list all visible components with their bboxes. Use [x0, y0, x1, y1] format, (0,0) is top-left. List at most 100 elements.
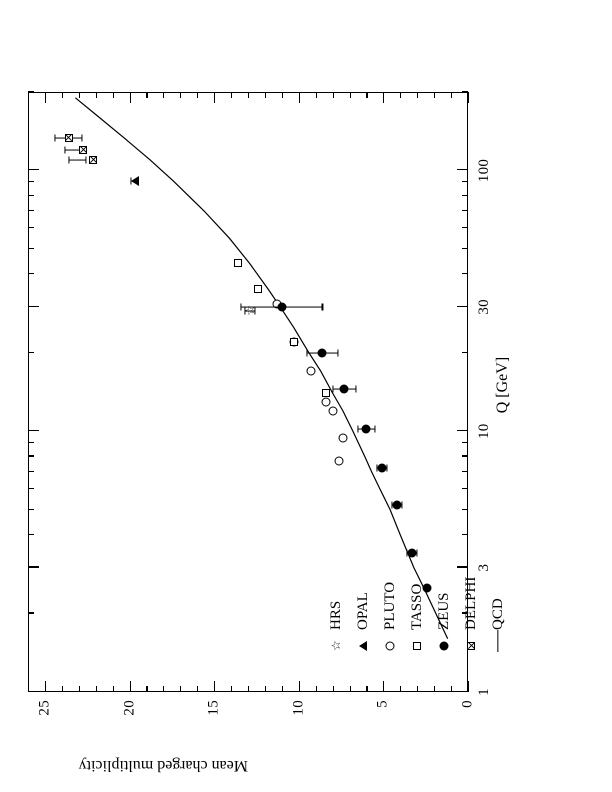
x-axis-tick: [457, 169, 468, 171]
x-axis-tick: [462, 488, 468, 490]
y-axis-tick: [434, 92, 436, 98]
line-sample: [497, 630, 499, 652]
y-axis-tick: [400, 686, 402, 692]
y-axis-tick: [197, 686, 199, 692]
data-point-delphi: [79, 145, 88, 154]
data-point-zeus: [277, 302, 287, 312]
x-axis-tick: [462, 442, 468, 444]
y-tick-label: 15: [205, 700, 222, 716]
y-axis-tick: [129, 92, 131, 103]
data-point-tasso: [233, 259, 242, 268]
x-axis-tick: [462, 470, 468, 472]
x-axis-tick: [28, 690, 39, 692]
legend-label: OPAL: [355, 592, 371, 630]
y-axis-tick: [383, 92, 385, 103]
y-axis-tick: [95, 686, 97, 692]
data-point-zeus: [361, 424, 371, 434]
data-point-zeus: [317, 348, 327, 358]
x-axis-tick: [28, 209, 34, 211]
error-bar-cap: [306, 349, 308, 357]
x-axis-tick: [462, 273, 468, 275]
y-tick-label: 20: [121, 700, 138, 716]
line-marker-icon: [492, 630, 504, 652]
data-point-pluto: [334, 456, 344, 466]
x-axis-tick: [28, 351, 34, 353]
y-axis-tick: [468, 92, 470, 103]
x-axis-tick: [28, 181, 34, 183]
y-axis-tick: [180, 686, 182, 692]
y-tick-label: 25: [36, 700, 53, 716]
legend-label: QCD: [490, 598, 506, 630]
x-axis-tick: [28, 273, 34, 275]
y-axis-tick: [383, 681, 385, 692]
y-axis-tick: [417, 92, 419, 98]
data-point-tasso: [321, 389, 330, 398]
error-bar-cap: [321, 303, 323, 311]
y-axis-tick: [332, 92, 334, 98]
y-axis-tick: [248, 686, 250, 692]
x-axis-tick: [457, 690, 468, 692]
y-axis-tick: [417, 686, 419, 692]
y-tick-label: 10: [290, 700, 307, 716]
y-axis-tick: [61, 686, 63, 692]
data-point-delphi: [89, 155, 98, 164]
x-axis-tick: [28, 169, 39, 171]
y-axis-tick: [264, 686, 267, 692]
y-axis-tick: [248, 92, 250, 98]
x-axis-title: Q [GeV]: [494, 356, 511, 414]
y-axis-tick: [298, 92, 300, 103]
y-axis-tick: [163, 92, 165, 98]
x-axis-tick: [457, 305, 468, 307]
y-axis-tick: [231, 92, 233, 98]
data-point-zeus: [407, 548, 417, 558]
y-axis-tick: [264, 92, 267, 98]
x-axis-tick: [28, 194, 34, 196]
y-axis-tick: [95, 92, 97, 98]
y-axis-tick: [281, 92, 283, 98]
x-axis-tick: [462, 351, 468, 353]
x-axis-tick: [28, 455, 34, 457]
legend-label: ZEUS: [436, 592, 452, 631]
x-axis-tick: [28, 508, 34, 510]
y-axis-tick: [281, 686, 283, 692]
x-axis-tick: [28, 488, 34, 490]
data-point-delphi: [64, 134, 73, 143]
qcd-curve-line: [74, 97, 449, 640]
y-axis-tick: [451, 686, 453, 692]
y-axis-tick: [78, 92, 80, 98]
y-axis-tick: [214, 92, 216, 103]
y-tick-label: 5: [374, 700, 391, 708]
legend-label: DELPHI: [463, 576, 479, 630]
y-axis-tick: [366, 92, 368, 98]
data-point-zeus: [339, 384, 349, 394]
star-glyph: ☆: [329, 640, 343, 651]
error-bar-cap: [401, 501, 403, 509]
y-axis-tick: [197, 92, 199, 98]
open-circle-glyph: [385, 641, 395, 651]
x-axis-tick: [462, 227, 468, 229]
data-point-opal: [130, 175, 139, 186]
x-tick-label: 100: [476, 158, 492, 183]
x-axis-tick: [28, 227, 34, 229]
y-axis-tick: [146, 686, 148, 692]
y-axis-tick: [315, 92, 317, 98]
error-bar-cap: [81, 134, 83, 142]
data-point-pluto: [321, 397, 331, 407]
data-point-pluto: [306, 366, 316, 376]
x-axis-tick: [457, 566, 468, 568]
x-tick-label: 10: [476, 423, 492, 440]
error-bar-cap: [64, 146, 66, 154]
filled-circle-glyph: [439, 641, 449, 651]
error-bar-cap: [84, 156, 87, 164]
x-axis-tick: [28, 430, 39, 432]
error-bar-cap: [357, 425, 359, 433]
y-axis-tick: [61, 92, 63, 98]
x-tick-label: 3: [476, 563, 492, 572]
error-bar-cap: [332, 385, 334, 393]
x-axis-tick: [457, 430, 468, 432]
x-box-marker-icon: [465, 636, 477, 650]
data-point-zeus: [377, 463, 387, 473]
y-axis-tick: [129, 681, 131, 692]
